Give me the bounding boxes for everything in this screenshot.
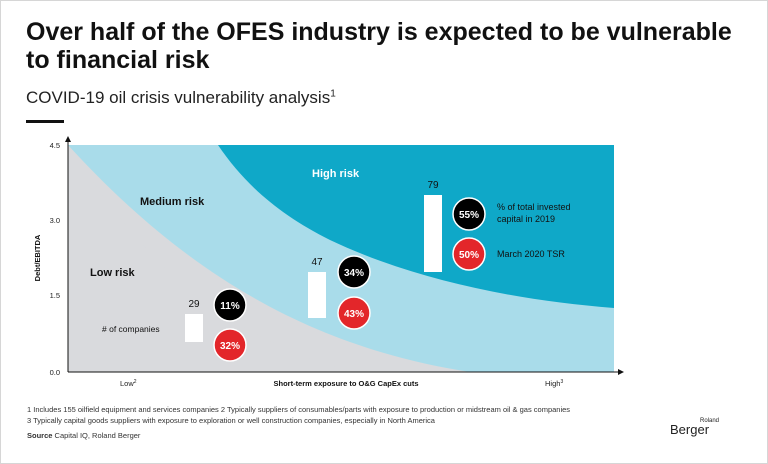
group-3-tsr-circle: [452, 237, 486, 271]
x-tick-high: High3: [545, 379, 563, 388]
source-line: Source Capital IQ, Roland Berger: [27, 431, 140, 440]
group-2-bar: [308, 272, 326, 318]
group-2-tsr-circle: [337, 296, 371, 330]
x-axis-arrow-icon: [618, 369, 624, 375]
title-line-1: Over half of the OFES industry is expect…: [26, 18, 732, 46]
capital-legend-line-1: % of total invested: [497, 202, 571, 212]
medium-risk-label: Medium risk: [140, 196, 205, 208]
x-tick-low: Low2: [120, 379, 137, 388]
footnote-line-2: 3 Typically capital goods suppliers with…: [27, 416, 435, 425]
group-1-capital-label: 11%: [220, 301, 240, 312]
low-risk-zone-overlay: [68, 145, 355, 372]
group-3-capital-circle: [452, 197, 486, 231]
group-1-companies-label: 29: [188, 299, 200, 310]
high-risk-label: High risk: [312, 168, 360, 180]
group-3-bar: [424, 195, 442, 272]
logo-small-text: Roland: [700, 418, 720, 424]
tsr-legend-label: March 2020 TSR: [497, 249, 565, 259]
subtitle-footnote-mark: 1: [330, 88, 336, 100]
source-label: Source: [27, 431, 53, 440]
page-title: Over half of the OFES industry is expect…: [26, 18, 746, 74]
source-text: Capital IQ, Roland Berger: [54, 431, 141, 440]
group-1-capital-circle: [213, 288, 247, 322]
x-axis-label: Short-term exposure to O&G CapEx cuts: [273, 379, 418, 388]
title-line-2: to financial risk: [26, 46, 210, 74]
group-2-capital-label: 34%: [344, 268, 364, 279]
subtitle-text: COVID-19 oil crisis vulnerability analys…: [26, 88, 331, 107]
y-axis-label: Debt/EBITDA: [33, 234, 42, 281]
capital-legend-line-2: capital in 2019: [497, 214, 555, 224]
group-3-tsr-label: 50%: [459, 250, 479, 261]
y-tick-label: 1.5: [50, 291, 60, 300]
vulnerability-chart: 4.5 3.0 1.5 0.0 Debt/EBITDA Low2 Short-t…: [33, 136, 624, 388]
group-3-capital-label: 55%: [459, 210, 479, 221]
high-risk-zone: [218, 145, 614, 308]
group-2-capital-circle: [337, 255, 371, 289]
group-1-bar: [185, 314, 203, 342]
y-tick-label: 0.0: [50, 368, 60, 377]
companies-legend-label: # of companies: [102, 324, 160, 334]
y-tick-label: 3.0: [50, 216, 60, 225]
group-1-tsr-circle: [213, 328, 247, 362]
group-3-companies-label: 79: [427, 180, 439, 191]
logo-name: Berger: [670, 422, 710, 437]
y-axis-arrow-icon: [65, 136, 71, 142]
y-tick-label: 4.5: [50, 141, 60, 150]
low-risk-label: Low risk: [90, 267, 136, 279]
group-2-companies-label: 47: [311, 257, 323, 268]
group-2-tsr-label: 43%: [344, 309, 364, 320]
group-1-tsr-label: 32%: [220, 341, 240, 352]
subtitle: COVID-19 oil crisis vulnerability analys…: [26, 88, 336, 108]
footnote-line-1: 1 Includes 155 oilfield equipment and se…: [27, 405, 571, 414]
title-rule: [26, 120, 64, 123]
